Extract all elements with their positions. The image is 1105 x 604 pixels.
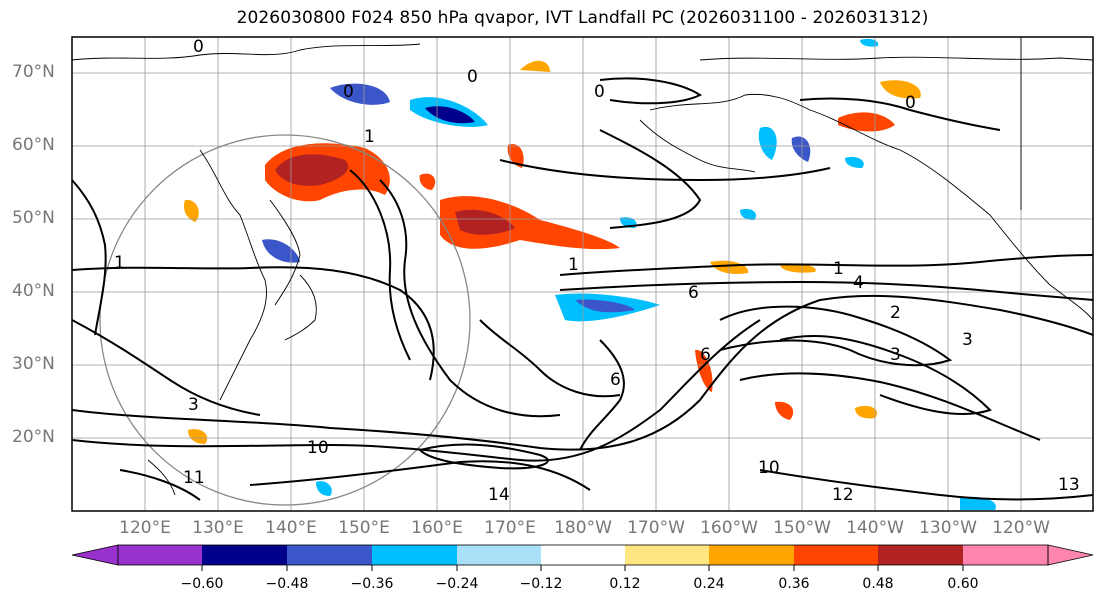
colorbar-segment: [71, 544, 119, 566]
map-frame: [71, 36, 1094, 512]
colorbar-segment: [457, 545, 541, 565]
lon-label: 160°W: [700, 518, 758, 538]
contour-label: 6: [700, 345, 711, 365]
colorbar-tick-label: −0.12: [519, 576, 563, 592]
contour-label: 1: [364, 127, 375, 147]
contour-label: 0: [193, 37, 204, 57]
contour-label: 10: [307, 438, 329, 458]
colorbar-segment: [794, 545, 878, 565]
contour-label: 11: [183, 468, 205, 488]
lon-label: 130°E: [192, 518, 244, 538]
colorbar-tick-label: 0.24: [693, 576, 725, 592]
colorbar-tick-label: −0.24: [435, 576, 479, 592]
colorbar-tick-label: 0.48: [862, 576, 894, 592]
lon-label: 180°W: [554, 518, 612, 538]
contour-label: 3: [962, 330, 973, 350]
lat-label: 30°N: [12, 354, 55, 374]
contour-label: 0: [905, 93, 916, 113]
contour-label: 1: [114, 253, 125, 273]
colorbar-tick-label: −0.48: [265, 576, 309, 592]
range-circle: [99, 134, 471, 506]
colorbar-tick-label: 0.60: [947, 576, 979, 592]
ivt-contours: [72, 77, 1093, 501]
contour-label: 0: [467, 67, 478, 87]
lon-label: 140°W: [846, 518, 904, 538]
contour-label: 14: [488, 485, 510, 505]
colorbar-tick-label: 0.36: [778, 576, 810, 592]
colorbar-segment: [287, 545, 372, 565]
qvapor-anomaly-shading: [184, 38, 996, 510]
lon-label: 150°E: [338, 518, 390, 538]
colorbar-segment: [541, 545, 625, 565]
contour-label: 0: [343, 82, 354, 102]
contour-label: 3: [188, 395, 199, 415]
contour-label: 1: [568, 255, 579, 275]
map-title: 2026030800 F024 850 hPa qvapor, IVT Land…: [236, 8, 929, 28]
lat-label: 60°N: [12, 135, 55, 155]
lat-label: 20°N: [12, 427, 55, 447]
contour-label: 10: [758, 458, 780, 478]
contour-label: 13: [1058, 475, 1080, 495]
lon-label: 120°E: [119, 518, 171, 538]
contour-label: 12: [832, 485, 854, 505]
lon-label: 170°W: [627, 518, 685, 538]
colorbar-segment: [1047, 544, 1094, 566]
contour-label: 1: [833, 259, 844, 279]
colorbar-segment: [625, 545, 709, 565]
colorbar-outline: [117, 544, 1049, 566]
colorbar-segment: [878, 545, 963, 565]
colorbar: [71, 544, 1094, 571]
colorbar-segment: [709, 545, 794, 565]
lat-label: 70°N: [12, 62, 55, 82]
contour-label: 2: [890, 303, 901, 323]
colorbar-tick-label: −0.60: [180, 576, 224, 592]
lat-label: 50°N: [12, 208, 55, 228]
contour-label-group: 0 0 0 0 0 1 1 1 1 2 3 3 3 4 6 6 6 10 10 …: [114, 37, 1080, 505]
contour-label: 3: [890, 345, 901, 365]
lat-label: 40°N: [12, 281, 55, 301]
lon-label: 130°W: [919, 518, 977, 538]
lon-label: 150°W: [773, 518, 831, 538]
lon-label: 160°E: [411, 518, 463, 538]
colorbar-tick-label: 0.12: [609, 576, 641, 592]
colorbar-segment: [963, 545, 1048, 565]
colorbar-segment: [372, 545, 457, 565]
lon-label: 120°W: [992, 518, 1050, 538]
contour-label: 4: [853, 273, 864, 293]
lon-label: 170°E: [484, 518, 536, 538]
colorbar-segment: [202, 545, 287, 565]
colorbar-segment: [118, 545, 202, 565]
colorbar-tick-label: −0.36: [350, 576, 394, 592]
coastlines: [72, 37, 1093, 496]
contour-label: 6: [688, 283, 699, 303]
contour-label: 6: [610, 370, 621, 390]
lon-label: 140°E: [265, 518, 317, 538]
contour-label: 0: [594, 82, 605, 102]
